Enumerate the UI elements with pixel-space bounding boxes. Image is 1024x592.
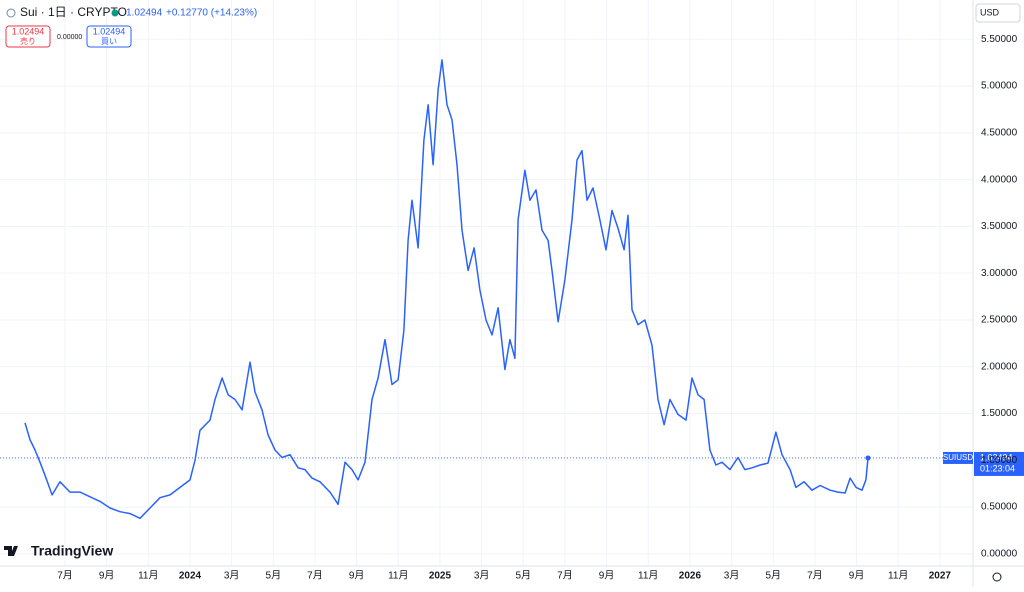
y-tick-label: 1.50000 bbox=[981, 408, 1018, 419]
logo-icon bbox=[4, 546, 18, 556]
x-tick-label: 9月 bbox=[599, 570, 615, 582]
y-tick-label: 2.50000 bbox=[981, 315, 1018, 326]
price-tag-box bbox=[974, 451, 1024, 476]
buy-button[interactable] bbox=[86, 25, 132, 48]
y-tick-label: 0.50000 bbox=[981, 502, 1018, 513]
y-tick-label: 3.50000 bbox=[981, 221, 1018, 232]
x-tick-label: 7月 bbox=[807, 570, 823, 582]
x-tick-label: 3月 bbox=[224, 570, 240, 582]
price-tag-value: 1.02494 bbox=[980, 452, 1013, 462]
brand: TradingView bbox=[31, 543, 113, 559]
y-tick-label: 2.00000 bbox=[981, 361, 1018, 372]
y-tick-label: 4.50000 bbox=[981, 127, 1018, 138]
countdown: 01:23:04 bbox=[980, 463, 1015, 473]
sell-button[interactable] bbox=[5, 25, 51, 48]
settings-icon[interactable] bbox=[992, 572, 1002, 582]
symbol-icon bbox=[6, 8, 16, 18]
x-tick-label: 11月 bbox=[638, 570, 658, 582]
y-tick-label: 5.00000 bbox=[981, 81, 1018, 92]
buy-price[interactable]: 1.02494 bbox=[93, 26, 126, 36]
spread: 0.00000 bbox=[57, 34, 82, 41]
x-tick-label: 5月 bbox=[266, 570, 282, 582]
x-tick-label: 2027 bbox=[929, 571, 952, 582]
price-line bbox=[24, 59, 869, 520]
x-tick-label: 7月 bbox=[57, 570, 73, 582]
x-tick-label: 2026 bbox=[679, 571, 702, 582]
x-tick-label: 11月 bbox=[388, 570, 408, 582]
x-tick-label: 11月 bbox=[888, 570, 908, 582]
x-tick-label: 11月 bbox=[138, 570, 158, 582]
x-tick-label: 3月 bbox=[474, 570, 490, 582]
x-tick-label: 2025 bbox=[429, 571, 452, 582]
x-tick-label: 5月 bbox=[765, 570, 781, 582]
currency[interactable]: USD bbox=[980, 7, 1000, 17]
y-tick-label: 3.00000 bbox=[981, 268, 1018, 279]
x-tick-label: 7月 bbox=[307, 570, 323, 582]
last-price: 1.02494 bbox=[126, 8, 163, 19]
market-status bbox=[111, 9, 119, 17]
symbol-tag bbox=[943, 451, 973, 464]
sell-label[interactable]: 売り bbox=[20, 36, 36, 46]
x-tick-label: 2024 bbox=[179, 571, 202, 582]
sell-price[interactable]: 1.02494 bbox=[12, 26, 45, 36]
currency-button[interactable] bbox=[975, 3, 1021, 23]
plot bbox=[0, 59, 973, 520]
x-tick-label: 5月 bbox=[515, 570, 531, 582]
x-tick-label: 3月 bbox=[724, 570, 740, 582]
y-tick-label: 5.50000 bbox=[981, 34, 1018, 45]
x-tick-label: 9月 bbox=[99, 570, 115, 582]
y-tick-label: 4.00000 bbox=[981, 174, 1018, 185]
chart-title: Sui · 1日 · CRYPTO bbox=[20, 5, 127, 19]
x-tick-label: 9月 bbox=[349, 570, 365, 582]
y-tick-label: 0.00000 bbox=[981, 548, 1018, 559]
last-point bbox=[865, 455, 871, 461]
x-tick-label: 9月 bbox=[849, 570, 865, 582]
symbol-label: SUIUSD bbox=[943, 453, 973, 462]
y-tick-label: 1.00000 bbox=[981, 455, 1018, 466]
price-change: +0.12770 (+14.23%) bbox=[166, 8, 257, 19]
x-tick-label: 7月 bbox=[557, 570, 573, 582]
buy-label[interactable]: 買い bbox=[101, 37, 117, 46]
